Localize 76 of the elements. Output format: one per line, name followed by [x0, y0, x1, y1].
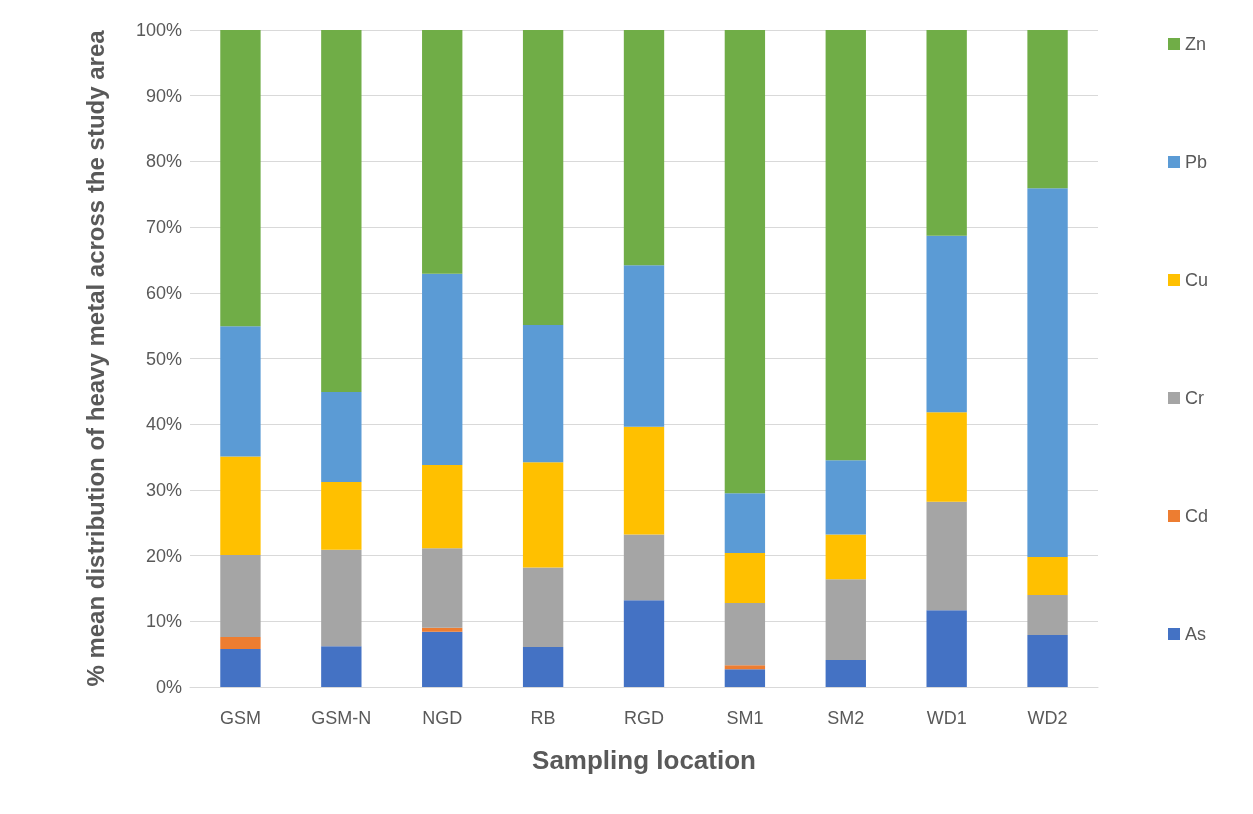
bar	[1027, 595, 1068, 636]
bar	[422, 30, 463, 274]
y-tick-label: 30%	[145, 479, 182, 500]
y-tick-label: 100%	[135, 20, 182, 40]
x-tick-label: WD2	[1027, 708, 1068, 728]
bar	[321, 482, 362, 550]
y-tick-label: 60%	[145, 282, 182, 303]
bar	[220, 326, 261, 457]
bar	[422, 548, 463, 628]
bar	[623, 600, 665, 687]
bar	[825, 460, 866, 535]
x-tick-label: SM1	[726, 708, 764, 728]
y-tick-label: 10%	[145, 611, 182, 632]
x-tick-label: RGD	[624, 708, 664, 728]
bar	[522, 30, 564, 325]
bar	[623, 265, 665, 427]
bar	[623, 30, 665, 266]
bar	[522, 324, 564, 463]
x-tick-label: WD1	[926, 708, 967, 728]
bar	[1027, 188, 1068, 557]
legend-label: Cu	[1184, 270, 1209, 290]
bar	[724, 602, 766, 666]
x-tick-label: GSM	[219, 708, 261, 728]
bar	[422, 273, 463, 465]
bar	[321, 549, 362, 647]
legend-label: As	[1184, 624, 1207, 644]
bar	[926, 30, 967, 236]
bar	[220, 456, 261, 555]
legend-label: Zn	[1184, 34, 1207, 54]
bar	[1027, 30, 1068, 189]
bar	[825, 534, 866, 580]
bar	[825, 579, 866, 661]
bar	[220, 648, 261, 687]
bar	[1027, 556, 1068, 596]
bar	[724, 552, 766, 603]
bar	[825, 30, 866, 461]
bar	[926, 501, 967, 611]
y-tick-label: 70%	[145, 217, 182, 238]
bar	[220, 30, 261, 327]
bar	[220, 637, 261, 649]
legend-label: Cr	[1184, 388, 1204, 408]
y-tick-label: 80%	[145, 151, 182, 172]
bar	[623, 426, 665, 535]
legend-label: Cd	[1184, 506, 1209, 526]
bar	[321, 646, 362, 687]
y-tick-label: 20%	[145, 545, 182, 566]
bar	[926, 412, 967, 502]
bar	[724, 493, 766, 553]
bar	[220, 554, 261, 638]
bar	[724, 669, 766, 687]
bar	[422, 464, 463, 549]
bar	[522, 646, 564, 687]
bar	[926, 235, 967, 413]
x-axis-title: Sampling location	[532, 745, 756, 775]
bar	[321, 30, 362, 393]
x-tick-label: NGD	[422, 708, 463, 728]
bar	[422, 631, 463, 687]
bar	[321, 392, 362, 483]
y-tick-label: 90%	[145, 85, 182, 106]
x-tick-label: SM2	[827, 708, 865, 728]
y-tick-label: 50%	[145, 348, 182, 369]
bar	[1027, 635, 1068, 687]
bar	[825, 660, 866, 687]
bar	[926, 610, 967, 687]
bar	[422, 627, 463, 632]
legend-label: Pb	[1184, 152, 1208, 172]
bar	[522, 567, 564, 647]
x-tick-label: RB	[530, 708, 556, 728]
x-tick-label: GSM-N	[311, 708, 372, 728]
y-axis-title: % mean distribution of heavy metal across the study area	[81, 29, 109, 687]
y-tick-label: 0%	[155, 677, 182, 697]
bar	[623, 534, 665, 601]
bar	[724, 30, 766, 494]
bar	[522, 462, 564, 568]
y-tick-label: 40%	[145, 414, 182, 435]
bar	[724, 665, 766, 670]
